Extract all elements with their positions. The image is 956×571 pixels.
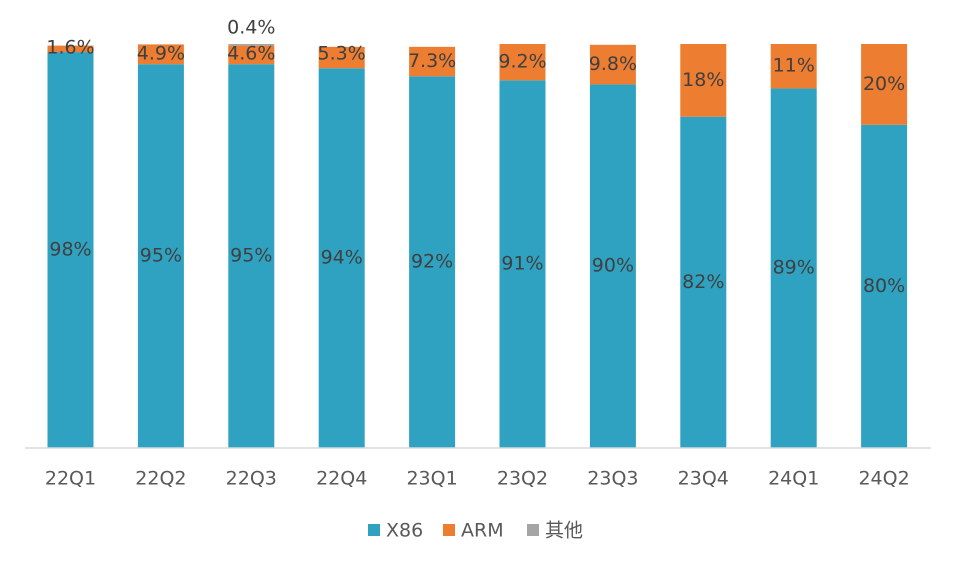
data-label-x86-23q1: 92% (411, 251, 453, 273)
legend-label-other: 其他 (545, 520, 583, 542)
data-label-其他-22q3: 0.4% (227, 17, 275, 39)
bar-x86-22q4 (318, 68, 365, 449)
bar-其他-22q3 (228, 44, 275, 46)
data-label-x86-23q2: 91% (501, 253, 543, 275)
bars-layer (47, 44, 908, 449)
bar-x86-23q2 (499, 80, 546, 449)
bar-arm-22q2 (137, 44, 184, 65)
data-label-arm-22q2: 4.9% (137, 43, 185, 65)
legend-label-x86: X86 (386, 520, 423, 542)
bar-x86-24q2 (861, 124, 908, 449)
x-tick-22q3: 22Q3 (226, 468, 277, 490)
data-label-x86-22q2: 95% (140, 245, 182, 267)
x-tick-23q3: 23Q3 (587, 468, 638, 490)
bar-arm-24q2 (861, 44, 908, 125)
legend-swatch-arm (443, 524, 455, 536)
bar-arm-22q3 (228, 45, 275, 65)
legend: X86 ARM 其他 (368, 520, 583, 542)
data-labels-layer: 98% 1.6% 95% 4.9% 95% 4.6% 0.4% 94% 5.3% 92% 7.3% 9… (46, 17, 905, 297)
data-label-arm-24q2: 20% (863, 73, 905, 95)
legend-swatch-x86 (368, 524, 380, 536)
data-label-arm-22q4: 5.3% (318, 43, 366, 65)
data-label-x86-23q4: 82% (682, 271, 724, 293)
x-tick-23q4: 23Q4 (678, 468, 729, 490)
legend-swatch-other (527, 524, 539, 536)
data-label-x86-24q1: 89% (773, 257, 815, 279)
x-tick-22q4: 22Q4 (316, 468, 367, 490)
data-label-x86-22q1: 98% (49, 239, 91, 261)
bar-arm-23q1 (409, 46, 456, 77)
bar-arm-23q3 (589, 44, 636, 85)
bar-arm-24q1 (770, 44, 817, 89)
bar-x86-22q3 (228, 64, 275, 448)
x-tick-23q2: 23Q2 (497, 468, 548, 490)
bar-x86-22q2 (137, 64, 184, 448)
x-tick-labels: 22Q1 22Q2 22Q3 22Q4 23Q1 23Q2 23Q3 23Q4 24Q1 24Q2 (45, 468, 910, 490)
data-label-arm-24q1: 11% (773, 55, 815, 77)
data-label-arm-23q3: 9.8% (589, 53, 637, 75)
x-tick-22q1: 22Q1 (45, 468, 96, 490)
data-label-x86-23q3: 90% (592, 255, 634, 277)
data-label-x86-22q4: 94% (321, 247, 363, 269)
bar-x86-24q1 (770, 88, 817, 448)
bar-arm-23q4 (680, 44, 727, 117)
bar-arm-22q1 (47, 45, 94, 53)
bar-x86-23q4 (680, 116, 727, 448)
bar-x86-23q1 (409, 76, 456, 448)
data-label-x86-22q3: 95% (230, 245, 272, 267)
x-tick-22q2: 22Q2 (135, 468, 186, 490)
x-tick-23q1: 23Q1 (406, 468, 457, 490)
bar-arm-23q2 (499, 44, 546, 81)
bar-x86-23q3 (589, 84, 636, 449)
bar-x86-22q1 (47, 52, 94, 449)
data-label-arm-22q1: 1.6% (46, 37, 94, 59)
x-tick-24q2: 24Q2 (858, 468, 909, 490)
data-label-arm-23q1: 7.3% (408, 50, 456, 72)
data-label-arm-22q3: 4.6% (227, 43, 275, 65)
legend-label-arm: ARM (461, 520, 504, 542)
data-label-x86-24q2: 80% (863, 275, 905, 297)
data-label-arm-23q4: 18% (682, 69, 724, 91)
bar-arm-22q4 (318, 46, 365, 69)
x-tick-24q1: 24Q1 (768, 468, 819, 490)
data-label-arm-23q2: 9.2% (498, 51, 546, 73)
